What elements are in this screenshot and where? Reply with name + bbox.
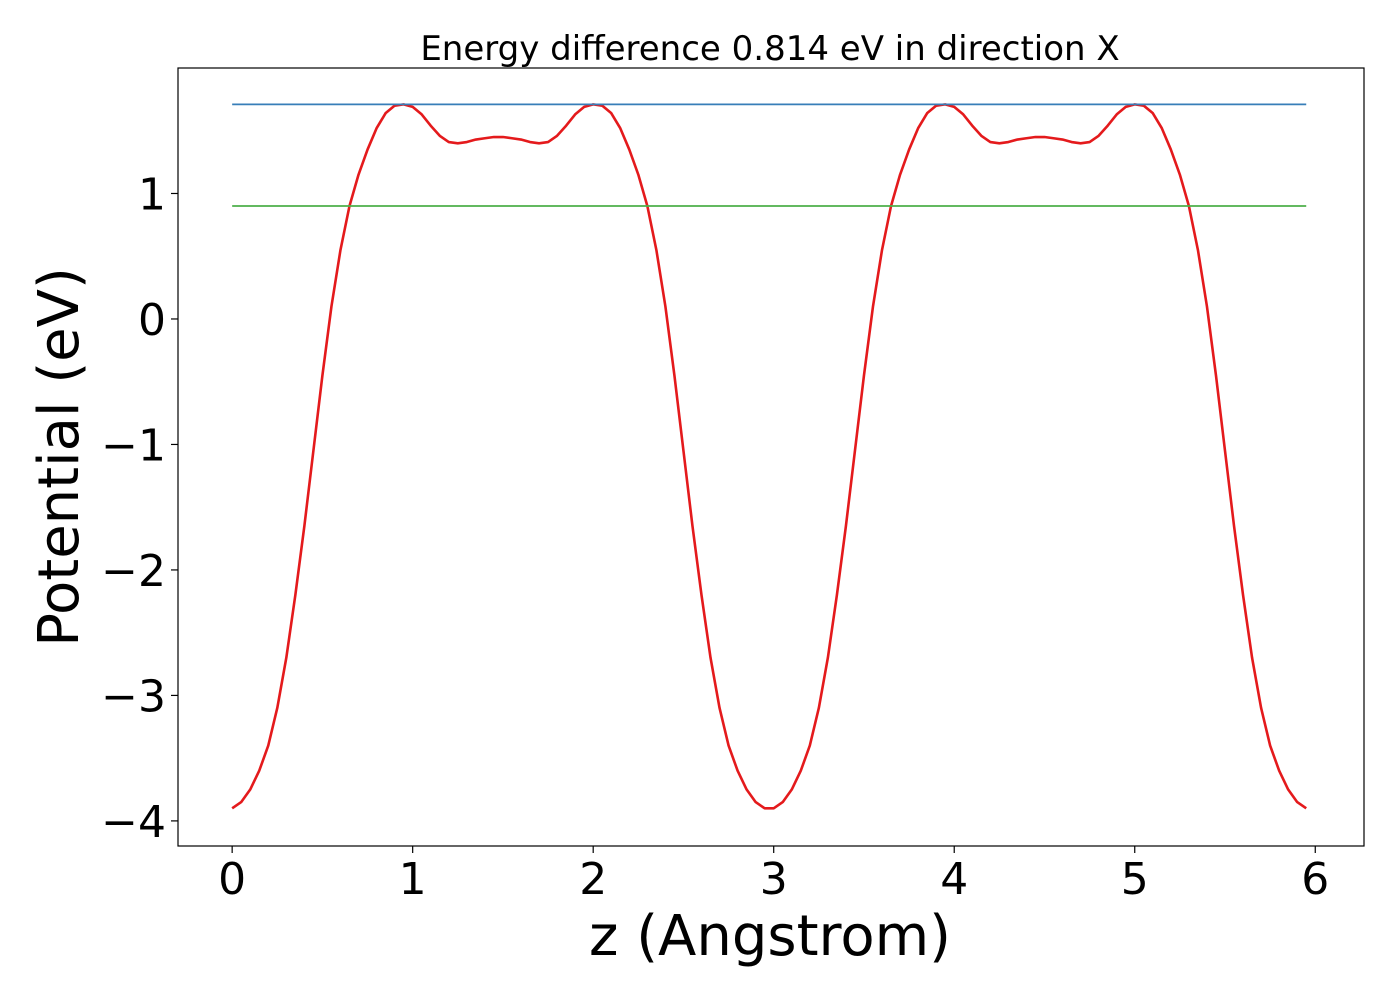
plot-frame — [177, 67, 1365, 847]
y-tick-label: −4 — [101, 797, 166, 848]
potential-curve — [231, 103, 1307, 810]
y-tick-label: 0 — [138, 295, 166, 346]
x-tick-label: 0 — [218, 854, 246, 905]
y-tick-label: −1 — [101, 420, 166, 471]
y-tick-label: 1 — [138, 169, 166, 220]
x-tick-label: 1 — [399, 854, 427, 905]
x-axis-label: z (Angstrom) — [589, 904, 951, 969]
y-tick-label: −3 — [101, 671, 166, 722]
x-axis-ticks: 0 1 2 3 4 5 6 — [218, 846, 1329, 905]
x-tick-label: 5 — [1121, 854, 1149, 905]
y-tick-label: −2 — [101, 546, 166, 597]
x-tick-label: 2 — [579, 854, 607, 905]
chart-title: Energy difference 0.814 eV in direction … — [420, 29, 1119, 69]
plot-lines — [231, 103, 1307, 810]
y-axis-label: Potential (eV) — [27, 267, 92, 647]
x-tick-label: 4 — [940, 854, 968, 905]
x-tick-label: 3 — [760, 854, 788, 905]
y-axis-ticks: −4 −3 −2 −1 0 1 — [101, 169, 178, 848]
x-tick-label: 6 — [1301, 854, 1329, 905]
